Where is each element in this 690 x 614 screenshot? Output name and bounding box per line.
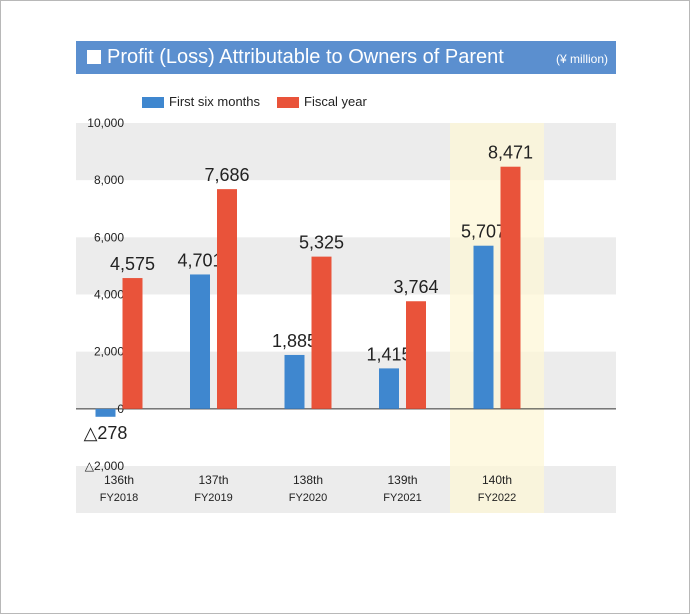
- legend-swatch-fiscal-year: [277, 97, 299, 108]
- x-tick-label-fy: FY2018: [100, 492, 139, 504]
- bar-first-six-months: [95, 408, 116, 417]
- data-label-first-six-months: 1,885: [272, 331, 317, 351]
- legend-swatch-first-six-months: [142, 97, 164, 108]
- bar-fiscal-year: [406, 301, 426, 409]
- y-tick-label: △2,000: [85, 459, 125, 473]
- bar-first-six-months: [379, 368, 399, 409]
- y-tick-label: 10,000: [87, 116, 124, 130]
- x-tick-label-term: 137th: [198, 473, 228, 487]
- x-tick-label-term: 136th: [104, 473, 134, 487]
- bar-fiscal-year: [500, 166, 521, 409]
- legend-label-fiscal-year: Fiscal year: [304, 94, 367, 109]
- bar-first-six-months: [473, 245, 494, 409]
- y-tick-label: 2,000: [94, 345, 124, 359]
- bar-fiscal-year: [122, 278, 143, 409]
- y-tick-label: 6,000: [94, 230, 124, 244]
- data-label-first-six-months: △278: [84, 423, 128, 443]
- data-label-first-six-months: 4,701: [177, 250, 222, 270]
- x-tick-label-term: 138th: [293, 473, 323, 487]
- x-tick-label-fy: FY2020: [289, 492, 328, 504]
- bar-fiscal-year: [311, 256, 332, 409]
- bar-first-six-months: [190, 274, 210, 409]
- title-square-icon: [87, 50, 101, 64]
- data-label-fiscal-year: 3,764: [393, 277, 438, 297]
- bar-first-six-months: [284, 354, 305, 409]
- y-tick-label: 8,000: [94, 173, 124, 187]
- x-tick-label-term: 139th: [387, 473, 417, 487]
- highlight-column: [450, 123, 544, 513]
- data-label-fiscal-year: 7,686: [204, 165, 249, 185]
- chart-unit: (¥ million): [555, 52, 608, 66]
- data-label-fiscal-year: 5,325: [299, 233, 344, 253]
- chart-title: Profit (Loss) Attributable to Owners of …: [107, 46, 504, 68]
- bar-fiscal-year: [217, 189, 237, 409]
- x-tick-label-fy: FY2021: [383, 492, 422, 504]
- x-tick-label-term: 140th: [482, 473, 512, 487]
- x-tick-label-fy: FY2019: [194, 492, 233, 504]
- data-label-fiscal-year: 4,575: [110, 254, 155, 274]
- data-label-first-six-months: 1,415: [366, 344, 411, 364]
- y-tick-label: 0: [117, 402, 124, 416]
- title-bar: Profit (Loss) Attributable to Owners of …: [76, 41, 616, 74]
- legend-label-first-six-months: First six months: [169, 94, 261, 109]
- y-tick-label: 4,000: [94, 288, 124, 302]
- x-tick-label-fy: FY2022: [478, 492, 517, 504]
- data-label-first-six-months: 5,707: [461, 222, 506, 242]
- data-label-fiscal-year: 8,471: [488, 143, 533, 163]
